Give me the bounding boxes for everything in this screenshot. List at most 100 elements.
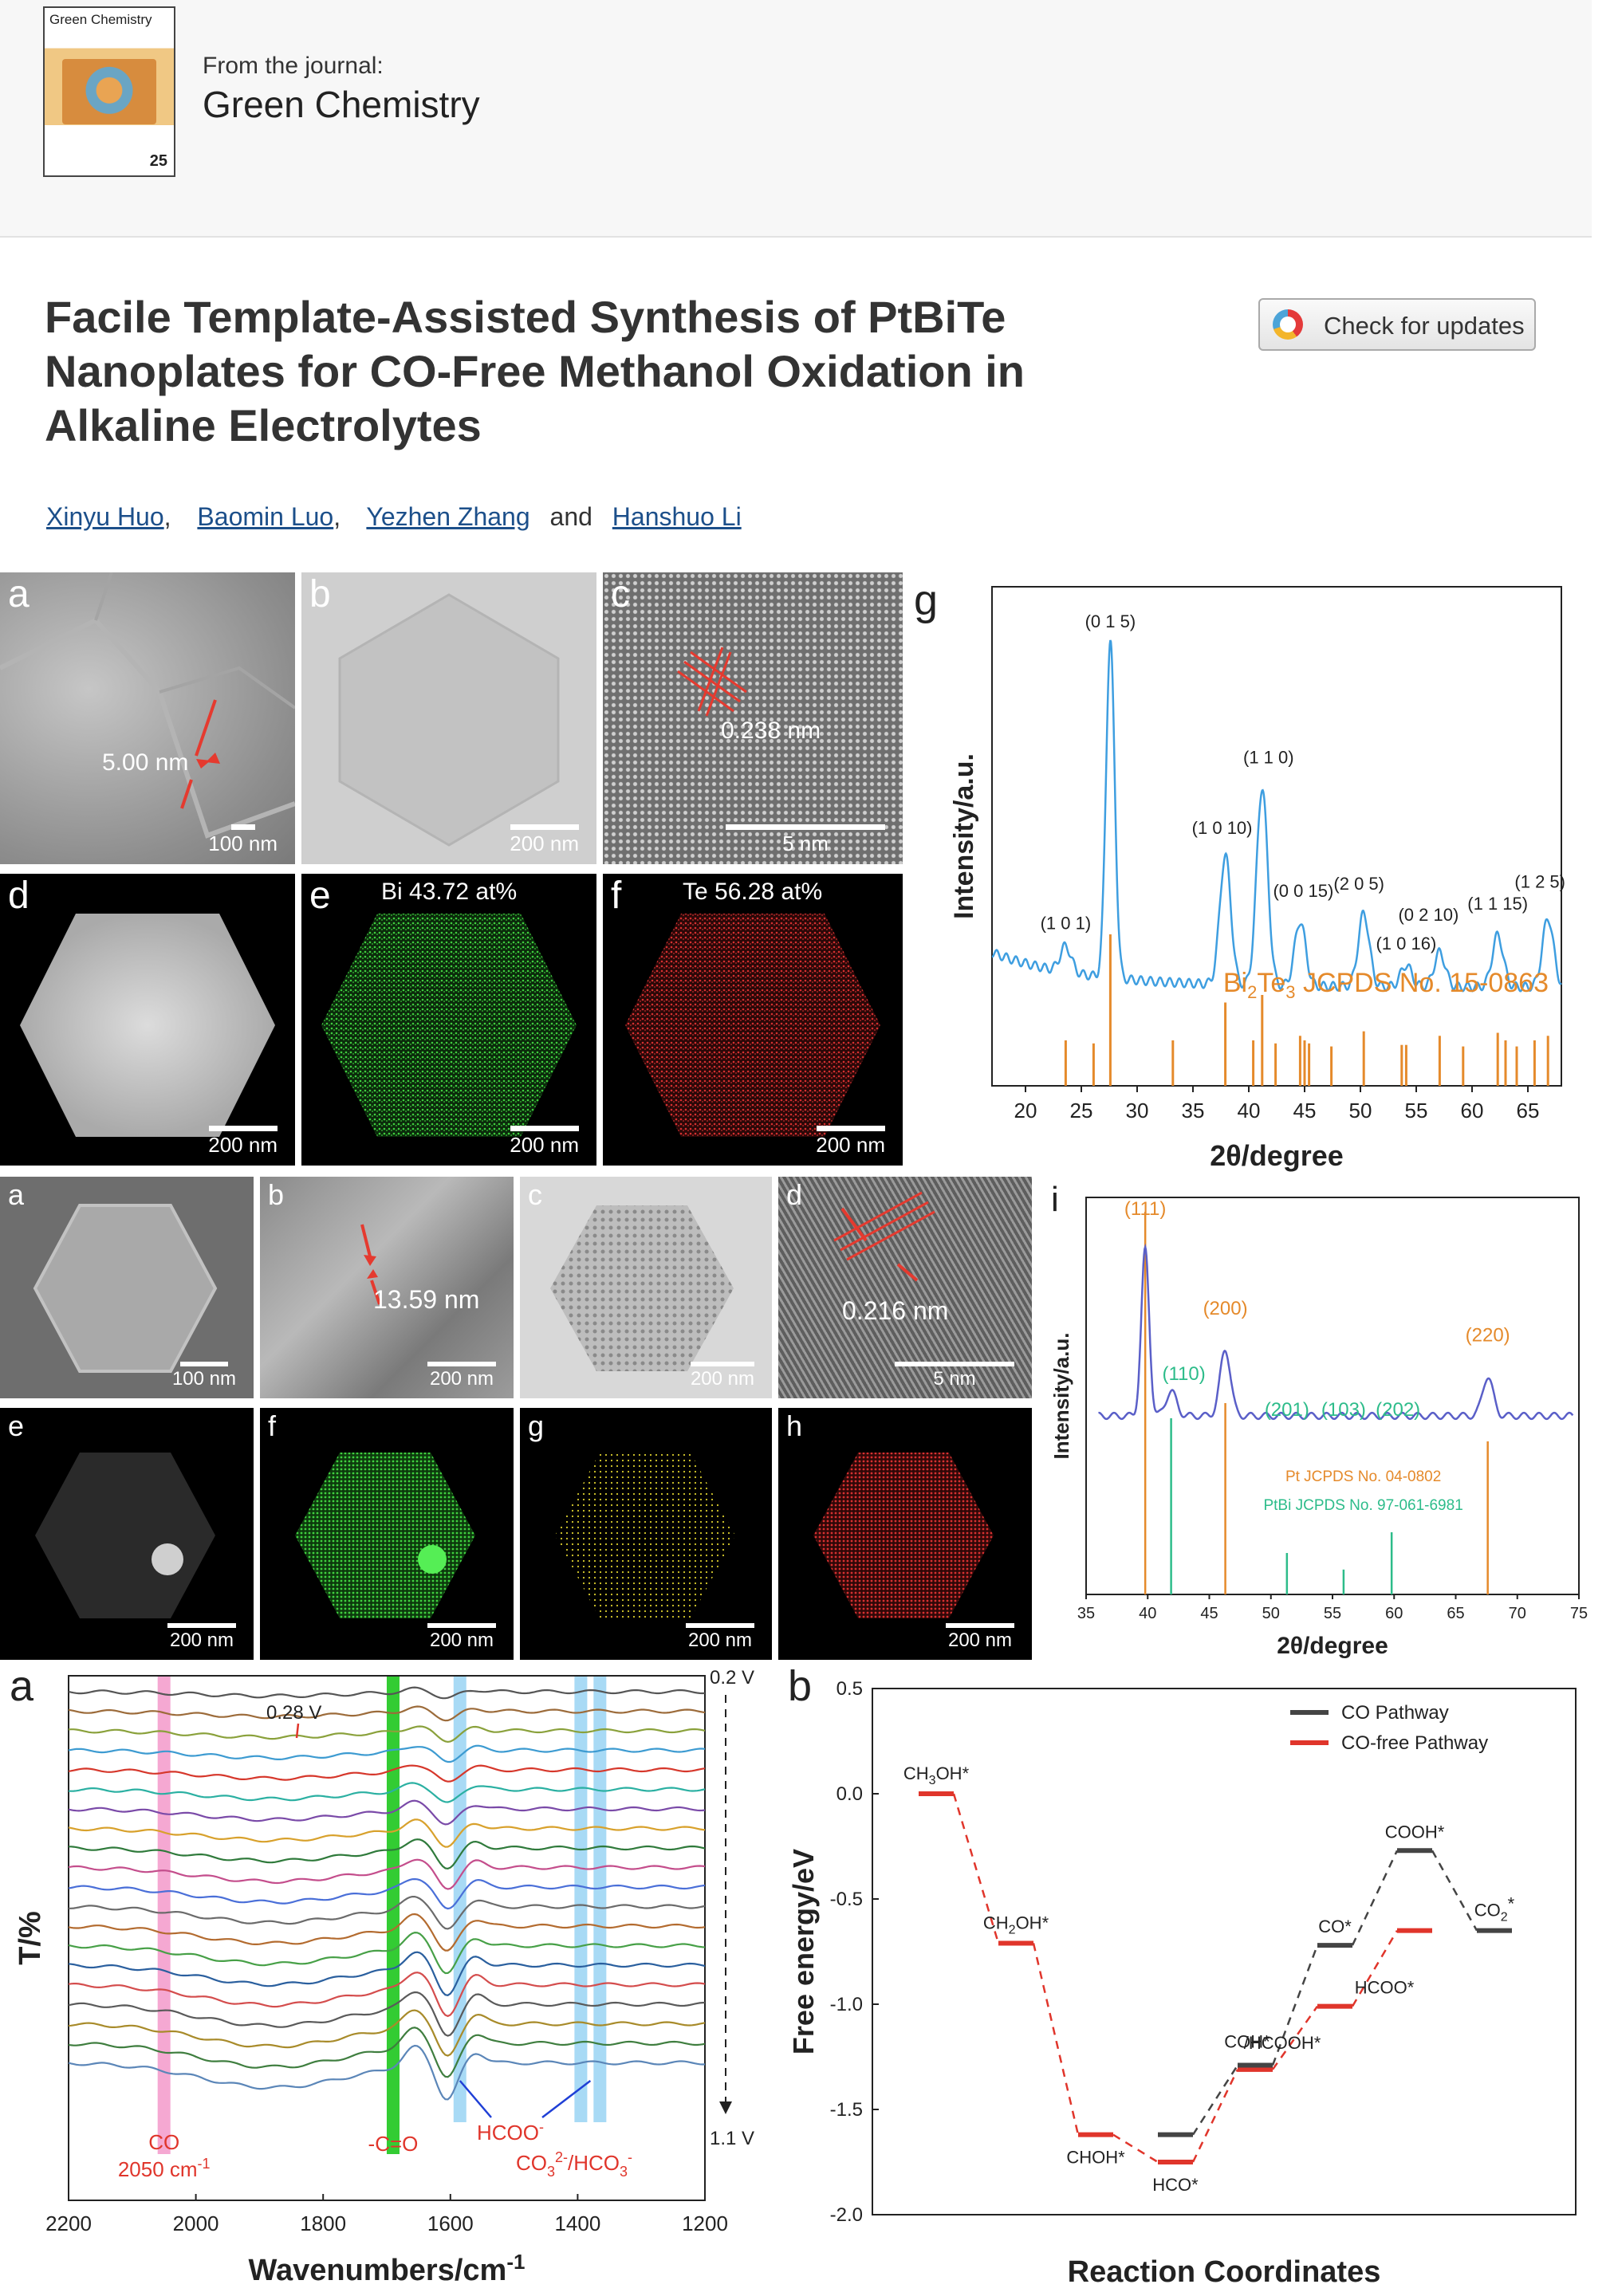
peak-label: (200) — [1203, 1298, 1248, 1319]
x-tick-label: 65 — [1447, 1605, 1464, 1622]
cover-title: Green Chemistry — [49, 12, 152, 27]
x-tick-label: 35 — [1182, 1099, 1205, 1122]
x-tick-label: 50 — [1262, 1605, 1280, 1622]
article-title: Facile Template-Assisted Synthesis of Pt… — [45, 290, 1161, 453]
co-pathway-connector — [1271, 1944, 1319, 2066]
species-label: COOH* — [1385, 1822, 1445, 1842]
ftir-spectrum — [68, 1877, 706, 1910]
x-tick-label: 40 — [1139, 1605, 1156, 1622]
journal-cover-image[interactable]: Green Chemistry 25 — [43, 6, 175, 177]
scale-bar-label: 5 nm — [933, 1368, 976, 1390]
panel-label: d — [786, 1178, 803, 1211]
fig1-panel-e-bi-map: e Bi 43.72 at% 200 nm — [301, 874, 596, 1166]
y-tick-label: -0.5 — [830, 1889, 863, 1910]
plot-frame — [872, 1688, 1577, 2215]
author-link[interactable]: Hanshuo Li — [612, 502, 742, 531]
author-link[interactable]: Yezhen Zhang — [366, 502, 530, 531]
fig1-f-hexagon — [625, 914, 880, 1137]
cover-issue-number: 25 — [149, 152, 167, 170]
panel-label: e — [8, 1409, 25, 1442]
x-axis-label: 2θ/degree — [1210, 1139, 1344, 1172]
fig2-panel-f-element-map: f 200 nm — [260, 1408, 514, 1660]
potential-marker-arrow — [295, 1723, 300, 1739]
potential-bottom-label: 1.1 V — [710, 2128, 754, 2149]
xrd-curve — [991, 639, 1562, 993]
y-tick-label: -2.0 — [830, 2204, 863, 2226]
potential-arrow-head — [719, 2101, 732, 2114]
c-o-band — [386, 1676, 400, 2154]
panel-label: d — [8, 875, 30, 917]
x-tick-label: 35 — [1077, 1605, 1095, 1622]
x-tick-label: 70 — [1509, 1605, 1526, 1622]
x-tick-label: 30 — [1126, 1099, 1149, 1122]
scale-bar: 200 nm — [510, 824, 579, 856]
fig2-panel-d-hrtem-image: d 0.216 nm 5 nm — [778, 1177, 1032, 1398]
cover-artwork — [62, 59, 156, 124]
fig2-panel-a-sem-image: a 100 nm — [0, 1177, 254, 1398]
x-tick-label: 50 — [1349, 1099, 1372, 1122]
species-label: HCO* — [1152, 2175, 1199, 2195]
x-axis-label: Reaction Coordinates — [1068, 2255, 1381, 2289]
peak-label: (1 1 15) — [1467, 894, 1528, 914]
hcoo-pointer — [459, 2080, 492, 2118]
article-title-line: Alkaline Electrolytes — [45, 400, 482, 450]
peak-label: (1 2 5) — [1514, 872, 1565, 892]
ftir-spectrum — [68, 1991, 706, 2037]
plot-frame — [1085, 1197, 1580, 1595]
potential-marker-label: 0.28 V — [266, 1702, 321, 1724]
peak-label: (1 0 16) — [1376, 934, 1436, 953]
journal-name-link[interactable]: Green Chemistry — [203, 84, 480, 125]
author-link[interactable]: Xinyu Huo — [46, 502, 164, 531]
scale-bar: 200 nm — [510, 1126, 579, 1158]
fig2-g-hexagon — [555, 1453, 735, 1618]
ftir-spectrum — [68, 1782, 706, 1803]
scale-bar-label: 200 nm — [947, 1630, 1013, 1651]
check-for-updates-button[interactable]: Check for updates — [1258, 298, 1536, 351]
x-tick-label: 45 — [1293, 1099, 1317, 1122]
peak-label: (1 1 0) — [1243, 748, 1294, 768]
fig2-panel-i-xrd-chart: (111) (110) (200) (201) (103) (202) (220) Pt JC… — [1037, 1177, 1592, 1660]
x-tick-label: 75 — [1570, 1605, 1588, 1622]
scale-bar: 200 nm — [427, 1623, 496, 1652]
y-tick-label: 0.5 — [837, 1678, 863, 1700]
carbonate-pointer — [541, 2080, 592, 2118]
composition-annotation: Bi 43.72 at% — [381, 879, 518, 905]
panel-label: c — [611, 573, 630, 615]
composition-annotation: Te 56.28 at% — [683, 879, 823, 905]
fig1-panel-c-hrtem-image: c 0.238 nm 5 nm — [603, 572, 903, 864]
ptbi-reference-label: PtBi JCPDS No. 97-061-6981 — [1263, 1497, 1462, 1514]
thickness-annotation: 5.00 nm — [102, 749, 189, 776]
y-tick-label: -1.0 — [830, 1994, 863, 2015]
scale-bar-label: 200 nm — [208, 1133, 278, 1157]
d-spacing-annotation: 0.216 nm — [842, 1296, 949, 1325]
peak-label: (2 0 5) — [1333, 874, 1384, 894]
ftir-spectrum — [68, 1744, 706, 1763]
fig3-panel-a-ftir-chart: 0.2 V 1.1 V 0.28 V CO 2050 cm-1 -C=O HCOO- CO32… — [0, 1661, 781, 2296]
author-link[interactable]: Baomin Luo — [197, 502, 334, 531]
x-tick-label: 25 — [1070, 1099, 1093, 1122]
x-tick-label: 60 — [1461, 1099, 1484, 1122]
ftir-spectrum — [68, 1818, 706, 1848]
scale-bar: 200 nm — [686, 1623, 754, 1652]
d-spacing-annotation: 0.238 nm — [721, 718, 821, 744]
panel-label: a — [8, 573, 30, 615]
ftir-spectrum — [68, 1799, 706, 1826]
y-tick-label: -1.5 — [830, 2099, 863, 2121]
free-energy-diagram: 0.5 0.0 -0.5 -1.0 -1.5 -2.0 CO Pathway CO-free … — [787, 1678, 1577, 2289]
scale-bar-label: 5 nm — [782, 832, 829, 855]
scale-bar: 5 nm — [895, 1362, 1014, 1390]
xrd-curve — [1098, 1243, 1574, 1421]
x-tick-label: 55 — [1324, 1605, 1341, 1622]
journal-header: Green Chemistry 25 From the journal: Gre… — [0, 0, 1592, 238]
scale-bar-label: 200 nm — [690, 1368, 754, 1390]
peak-label: (220) — [1466, 1325, 1510, 1347]
fig1-d-hexagon — [20, 914, 275, 1137]
co-free-pathway-connector — [1191, 2069, 1239, 2163]
ftir-spectrum — [68, 1913, 706, 1952]
x-tick-label: 60 — [1385, 1605, 1403, 1622]
peak-label: (0 0 15) — [1273, 881, 1333, 901]
panel-label: f — [611, 875, 622, 917]
plot-frame — [991, 586, 1562, 1087]
x-tick-label: 40 — [1238, 1099, 1261, 1122]
